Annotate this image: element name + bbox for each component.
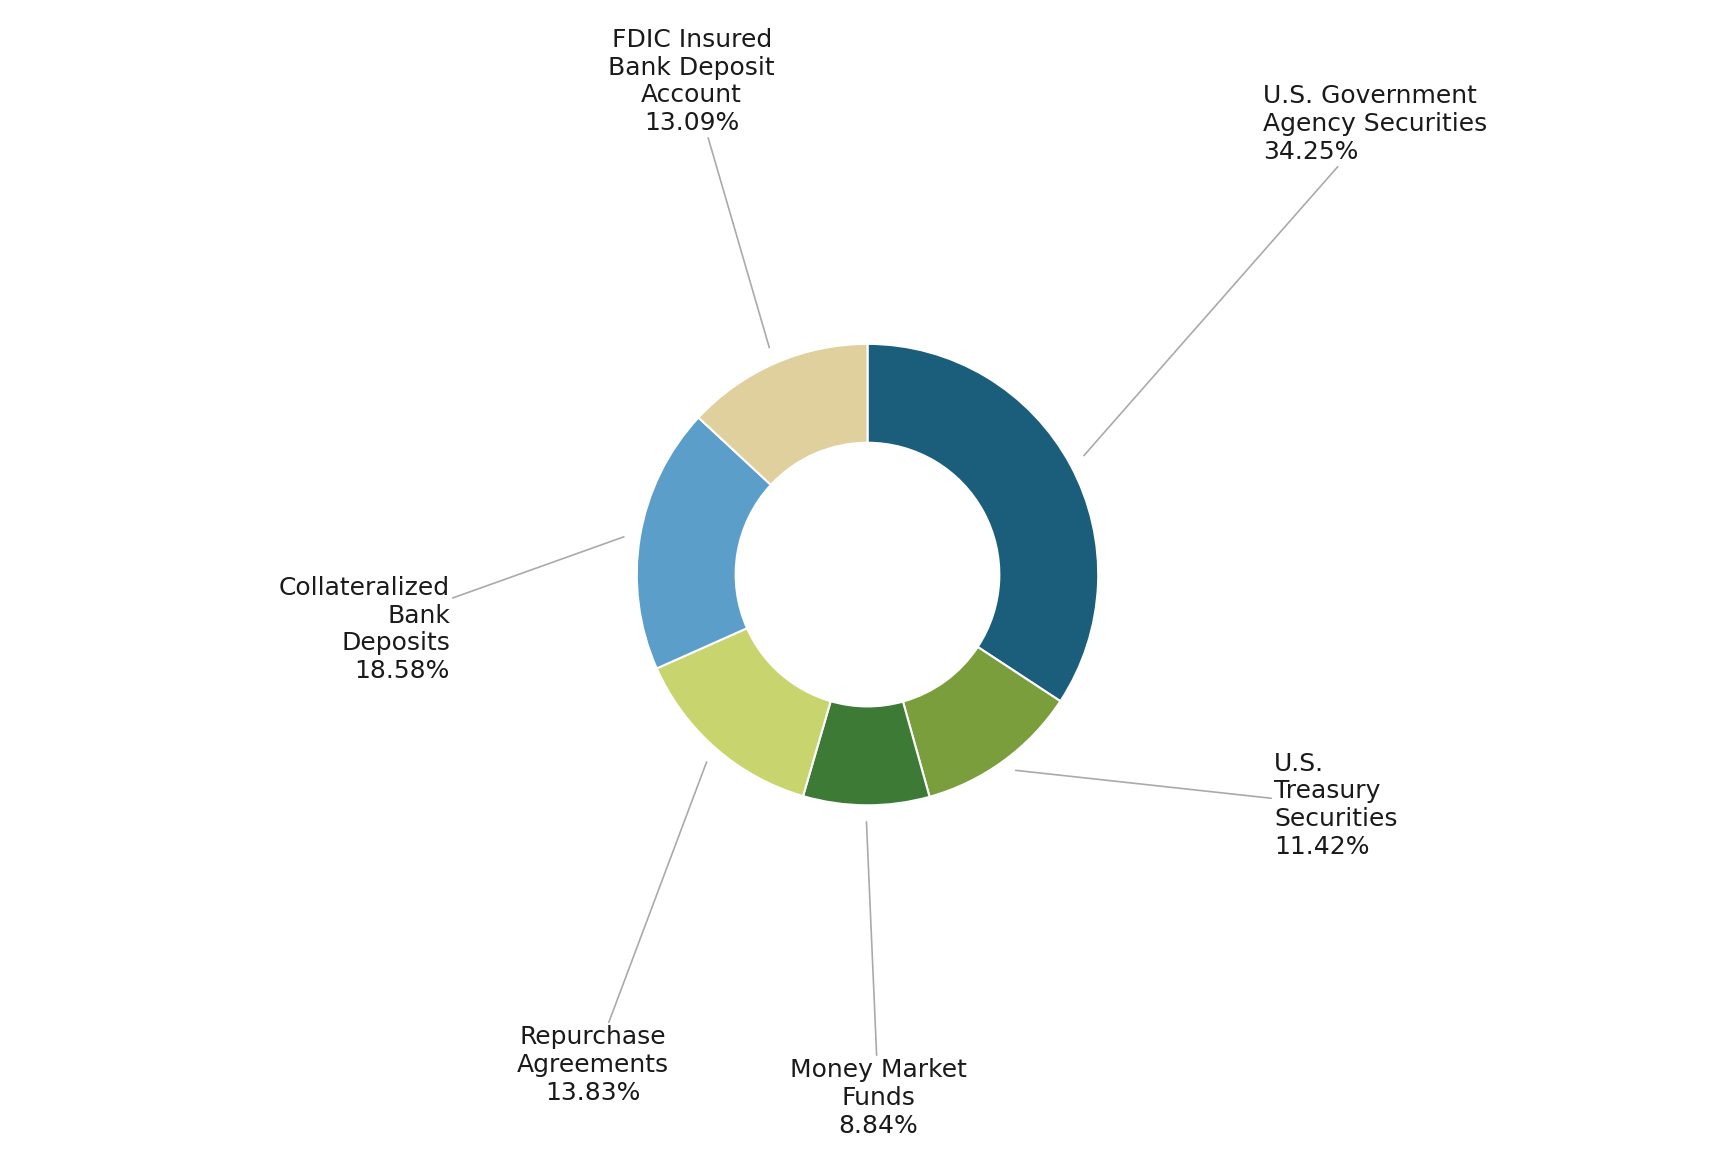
Text: U.S.
Treasury
Securities
11.42%: U.S. Treasury Securities 11.42% [1015, 752, 1397, 858]
Wedge shape [658, 628, 831, 796]
Text: U.S. Government
Agency Securities
34.25%: U.S. Government Agency Securities 34.25% [1084, 84, 1487, 456]
Wedge shape [637, 418, 770, 669]
Wedge shape [902, 647, 1060, 797]
Text: FDIC Insured
Bank Deposit
Account
13.09%: FDIC Insured Bank Deposit Account 13.09% [609, 28, 776, 348]
Text: Repurchase
Agreements
13.83%: Repurchase Agreements 13.83% [517, 762, 706, 1105]
Wedge shape [803, 701, 930, 805]
Wedge shape [699, 344, 868, 485]
Wedge shape [868, 344, 1098, 701]
Text: Money Market
Funds
8.84%: Money Market Funds 8.84% [789, 821, 966, 1137]
Text: Collateralized
Bank
Deposits
18.58%: Collateralized Bank Deposits 18.58% [279, 537, 625, 684]
